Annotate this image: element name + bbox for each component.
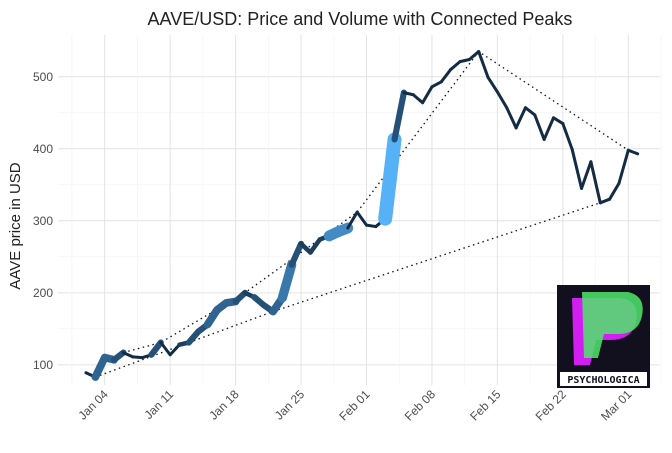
price-segment [514, 106, 527, 130]
x-tick-label: Jan 18 [206, 387, 242, 423]
x-tick-label: Feb 22 [533, 387, 570, 424]
price-segment [495, 90, 509, 110]
price-segment [333, 222, 354, 238]
price-segment [542, 116, 555, 141]
y-tick-label: 100 [33, 358, 53, 372]
price-segment [561, 122, 574, 152]
logo: PSYCHOLOGICA [557, 285, 650, 388]
x-tick-label: Jan 11 [142, 387, 177, 422]
price-segment [523, 106, 537, 117]
price-segment [589, 160, 602, 205]
price-segment [159, 341, 172, 357]
price-segment [505, 106, 518, 130]
x-tick-label: Feb 15 [467, 387, 504, 424]
x-tick-label: Mar 01 [598, 387, 635, 424]
price-segment [148, 339, 164, 358]
price-line [84, 50, 640, 381]
price-segment [346, 210, 359, 230]
price-segment [552, 116, 565, 126]
y-tick-label: 500 [33, 70, 53, 84]
price-segment [121, 351, 135, 359]
peak-connector [123, 50, 629, 354]
y-tick-label: 200 [33, 286, 53, 300]
price-segment [533, 113, 546, 141]
y-axis-label: AAVE price in USD [7, 162, 24, 289]
price-segment [467, 50, 481, 61]
logo-shape [582, 292, 643, 358]
price-segment [626, 148, 640, 156]
price-segment [430, 80, 443, 89]
x-tick-label: Jan 25 [272, 387, 308, 423]
price-segment [570, 148, 584, 190]
price-segment [131, 355, 144, 360]
x-tick-label: Feb 01 [336, 387, 373, 424]
logo-text: PSYCHOLOGICA [567, 375, 639, 386]
price-segment [598, 197, 612, 205]
x-tick-label: Jan 04 [75, 387, 111, 423]
price-segment [439, 68, 453, 84]
price-segment [458, 57, 471, 64]
price-segment [421, 85, 434, 105]
y-tick-label: 300 [33, 214, 53, 228]
logo-band [560, 372, 647, 386]
price-segment [608, 181, 621, 201]
price-segment [355, 210, 368, 227]
chart-title: AAVE/USD: Price and Volume with Connecte… [148, 9, 573, 29]
price-segment [365, 223, 378, 229]
price-segment [277, 260, 297, 303]
price-segment [449, 60, 462, 72]
price-segment [411, 93, 425, 105]
price-segment [391, 89, 407, 143]
x-tick-label: Feb 08 [402, 387, 439, 424]
price-segment [378, 132, 402, 226]
price-segment [308, 237, 323, 255]
price-segment [168, 343, 181, 357]
price-segment [477, 50, 490, 79]
price-segment [402, 91, 415, 97]
y-tick-label: 400 [33, 142, 53, 156]
price-segment [617, 148, 630, 185]
price-segment [110, 349, 127, 363]
price-segment [580, 160, 593, 190]
price-segment [288, 240, 305, 268]
peak-lines [95, 50, 629, 378]
price-segment [486, 75, 499, 94]
